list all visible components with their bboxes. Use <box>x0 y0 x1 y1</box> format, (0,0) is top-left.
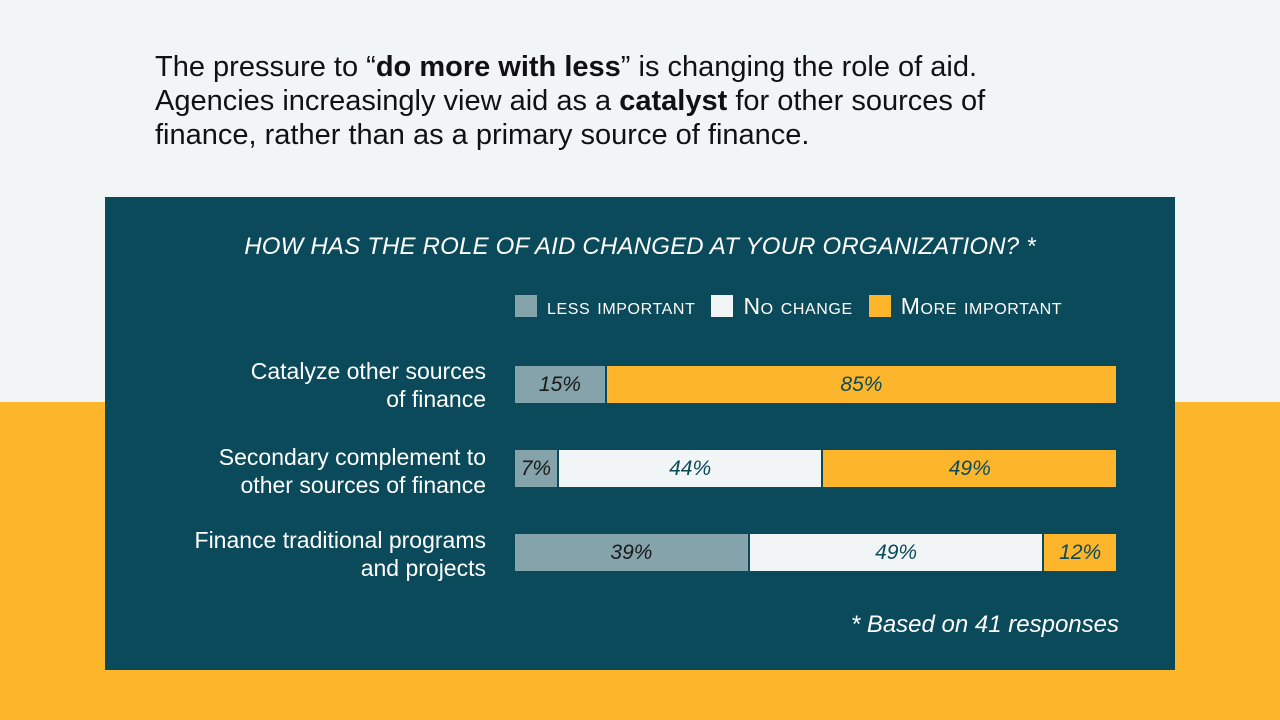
headline: The pressure to “do more with less” is c… <box>155 50 1135 152</box>
legend-label-nochange: No change <box>743 292 853 319</box>
bar-seg-more: 49% <box>821 450 1117 487</box>
bar-value-label: 49% <box>875 540 918 564</box>
legend-item-nochange: No change <box>711 293 852 320</box>
bar-seg-less: 39% <box>515 534 748 571</box>
bar-seg-nochange: 44% <box>556 450 822 487</box>
row-label-line: of finance <box>386 386 486 412</box>
bar-value-label: 44% <box>669 456 712 480</box>
legend-swatch-less <box>515 295 537 317</box>
headline-text: ” is changing the role of aid. <box>620 51 978 83</box>
legend-swatch-nochange <box>711 295 734 317</box>
bar-seg-less: 7% <box>515 450 557 487</box>
legend-item-more: More important <box>868 292 1063 320</box>
bar-seg-nochange: 49% <box>747 534 1043 571</box>
headline-line-2: Agencies increasingly view aid as a cata… <box>155 84 1135 118</box>
bar-seg-less: 15% <box>515 366 605 403</box>
row-label-line: Finance traditional programs <box>194 527 486 553</box>
bar-seg-more: 12% <box>1042 534 1116 571</box>
headline-emphasis: do more with less <box>375 51 621 83</box>
bar-value-label: 39% <box>610 540 653 564</box>
chart-footnote: * Based on 41 responses <box>850 611 1119 638</box>
bar-value-label: 85% <box>840 372 883 396</box>
bar-row-traditional: 39% 49% 12% <box>515 534 1116 571</box>
chart-title: HOW HAS THE ROLE OF AID CHANGED AT YOUR … <box>244 233 1036 260</box>
row-label-line: Secondary complement to <box>218 444 486 470</box>
row-label-traditional: Finance traditional programs and project… <box>125 526 486 582</box>
row-label-line: other sources of finance <box>240 472 486 498</box>
bar-value-label: 15% <box>538 372 581 396</box>
bar-value-label: 12% <box>1059 540 1102 564</box>
bar-row-secondary: 7% 44% 49% <box>515 450 1117 487</box>
bar-value-label: 7% <box>520 456 552 480</box>
bar-value-label: 49% <box>948 456 991 480</box>
headline-text: The pressure to “ <box>155 51 376 83</box>
headline-text: Agencies increasingly view aid as a <box>155 85 620 117</box>
row-label-catalyze: Catalyze other sources of finance <box>125 357 486 413</box>
row-label-secondary: Secondary complement to other sources of… <box>125 443 486 499</box>
bar-row-catalyze: 15% 85% <box>515 366 1116 403</box>
legend-item-less: less important <box>515 293 695 320</box>
chart-panel: HOW HAS THE ROLE OF AID CHANGED AT YOUR … <box>105 197 1175 670</box>
row-label-line: Catalyze other sources <box>250 358 486 384</box>
legend-label-more: More important <box>900 292 1063 319</box>
legend-label-less: less important <box>547 292 696 319</box>
headline-text: for other sources of <box>727 85 986 117</box>
chart-legend: less important No change More important <box>515 292 1078 320</box>
bar-seg-more: 85% <box>604 366 1116 403</box>
legend-swatch-more <box>868 295 891 317</box>
row-label-line: and projects <box>360 555 486 581</box>
headline-line-1: The pressure to “do more with less” is c… <box>155 50 1135 84</box>
headline-emphasis: catalyst <box>619 85 728 117</box>
headline-line-3: finance, rather than as a primary source… <box>155 119 810 151</box>
